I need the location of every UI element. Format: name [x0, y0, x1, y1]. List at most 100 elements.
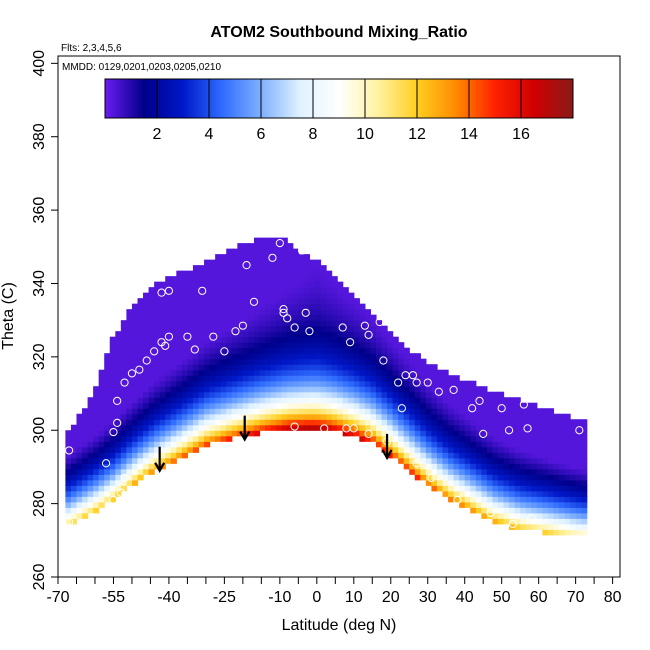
field-cell	[453, 391, 460, 398]
field-cell	[131, 353, 139, 360]
field-cell	[204, 276, 211, 283]
field-cell	[331, 331, 338, 338]
field-cell	[337, 325, 344, 332]
field-cell	[120, 474, 128, 481]
field-cell	[281, 243, 288, 250]
field-cell	[364, 430, 372, 437]
field-cell	[392, 452, 399, 459]
field-cell	[220, 347, 227, 354]
field-cell	[231, 281, 238, 288]
field-cell	[403, 364, 410, 371]
field-cell	[87, 479, 94, 486]
field-cell	[198, 397, 205, 404]
field-cell	[348, 397, 355, 404]
field-cell	[320, 391, 327, 398]
field-cell	[120, 380, 128, 387]
field-cell	[181, 419, 189, 426]
field-cell	[481, 452, 488, 459]
field-cell	[298, 270, 305, 277]
field-cell	[104, 413, 111, 420]
field-cell	[143, 303, 150, 310]
field-cell	[131, 479, 139, 486]
field-cell	[309, 353, 316, 360]
field-cell	[209, 270, 216, 277]
field-cell	[270, 336, 277, 343]
field-cell	[231, 254, 238, 261]
field-cell	[298, 259, 305, 266]
field-cell	[342, 298, 349, 305]
field-cell	[509, 490, 516, 497]
field-cell	[154, 391, 161, 398]
field-cell	[281, 331, 288, 338]
field-cell	[187, 336, 194, 343]
field-cell	[159, 446, 166, 453]
field-cell	[76, 452, 83, 459]
field-cell	[375, 369, 383, 376]
field-cell	[542, 496, 549, 503]
field-cell	[326, 292, 333, 299]
field-cell	[359, 397, 366, 404]
x-tick-label: 0	[312, 589, 321, 606]
field-cell	[337, 424, 344, 431]
field-cell	[170, 358, 177, 365]
field-cell	[292, 325, 299, 332]
field-cell	[581, 496, 588, 503]
field-cell	[98, 424, 105, 431]
field-cell	[531, 523, 538, 530]
field-cell	[165, 298, 172, 305]
field-cell	[326, 380, 333, 387]
field-cell	[76, 457, 83, 464]
field-cell	[481, 441, 488, 448]
field-cell	[459, 501, 466, 508]
field-cell	[231, 413, 238, 420]
field-cell	[392, 446, 399, 453]
field-cell	[398, 441, 405, 448]
field-cell	[137, 347, 144, 354]
field-cell	[270, 248, 277, 255]
field-cell	[481, 424, 488, 431]
field-cell	[170, 457, 177, 464]
field-cell	[253, 375, 261, 382]
field-cell	[253, 265, 261, 272]
field-cell	[309, 347, 316, 354]
field-cell	[220, 424, 227, 431]
field-cell	[398, 446, 405, 453]
field-cell	[309, 287, 316, 294]
field-cell	[226, 347, 233, 354]
field-cell	[115, 413, 122, 420]
field-cell	[170, 287, 177, 294]
field-cell	[131, 468, 139, 475]
field-cell	[326, 287, 333, 294]
field-cell	[198, 353, 205, 360]
field-cell	[231, 424, 238, 431]
field-cell	[148, 457, 155, 464]
field-cell	[309, 331, 316, 338]
field-cell	[276, 254, 283, 261]
field-cell	[248, 303, 255, 310]
field-cell	[131, 342, 139, 349]
field-cell	[331, 314, 338, 321]
field-cell	[115, 380, 122, 387]
observation-point	[164, 286, 174, 295]
field-cell	[109, 397, 116, 404]
field-cell	[553, 523, 560, 530]
field-cell	[303, 424, 311, 431]
field-cell	[115, 430, 122, 437]
field-cell	[237, 298, 244, 305]
field-cell	[398, 413, 405, 420]
field-cell	[564, 507, 571, 514]
field-cell	[276, 386, 283, 393]
field-cell	[65, 474, 72, 481]
field-cell	[353, 336, 360, 343]
field-cell	[226, 358, 233, 365]
field-cell	[187, 397, 194, 404]
field-cell	[509, 441, 516, 448]
field-cell	[564, 529, 571, 536]
field-cell	[581, 479, 588, 486]
field-cell	[209, 375, 216, 382]
field-cell	[104, 457, 111, 464]
field-cell	[209, 353, 216, 360]
field-cell	[209, 391, 216, 398]
field-cell	[464, 463, 471, 470]
field-cell	[547, 446, 555, 453]
